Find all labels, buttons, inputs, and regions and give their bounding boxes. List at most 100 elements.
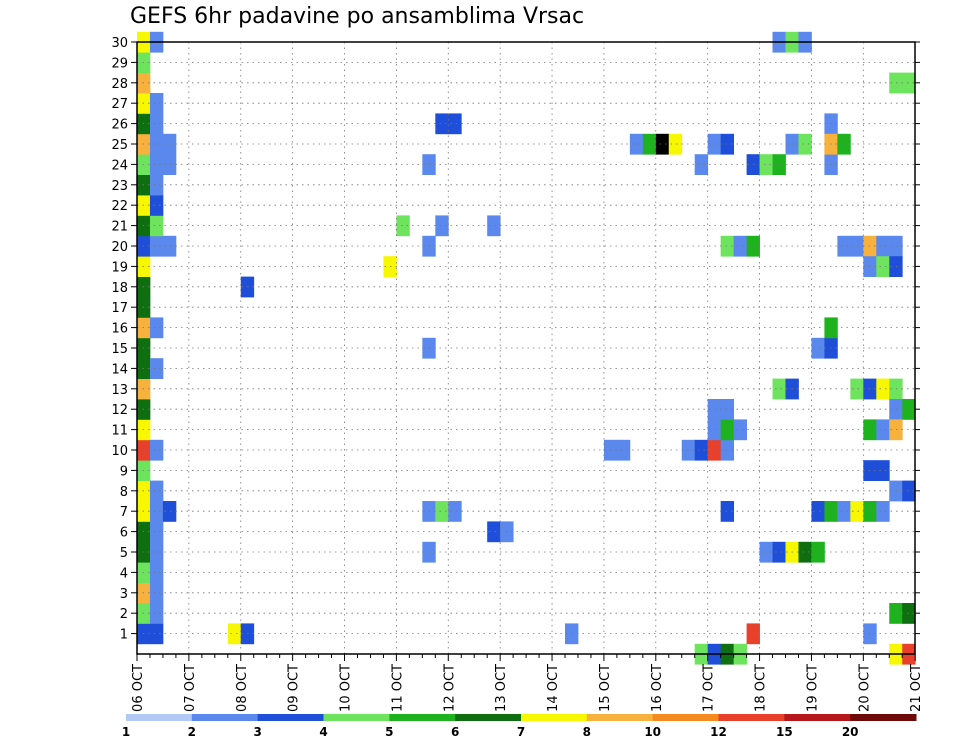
y-tick-label: 20 — [111, 240, 128, 255]
y-tick-label: 11 — [111, 424, 128, 439]
heatmap-cell — [863, 460, 877, 481]
heatmap-cell — [162, 501, 177, 522]
heatmap-cell — [629, 133, 644, 155]
heatmap-cell — [149, 113, 164, 135]
heatmap-cell — [876, 235, 890, 257]
y-tick-label: 22 — [111, 199, 128, 214]
legend-label: 12 — [710, 725, 727, 739]
y-tick-label: 12 — [111, 403, 128, 418]
heatmap-cell — [149, 215, 164, 237]
heatmap-cell — [448, 501, 462, 522]
heatmap-cell — [863, 378, 877, 400]
x-tick-label: 21 OCT — [909, 664, 924, 712]
y-tick-label: 1 — [120, 628, 128, 643]
heatmap-cell — [487, 215, 501, 237]
heatmap-cell — [149, 480, 164, 502]
heatmap-cell — [149, 154, 164, 175]
heatmap-cell — [889, 603, 903, 624]
heatmap-cell — [694, 154, 709, 175]
heatmap-cell — [149, 541, 164, 563]
heatmap-cell — [876, 378, 890, 400]
x-tick-label: 06 OCT — [131, 664, 146, 712]
legend-swatch — [652, 714, 719, 721]
x-tick-label: 17 OCT — [702, 664, 717, 712]
heatmap-cell — [902, 399, 916, 420]
heatmap-cell — [850, 378, 864, 400]
y-tick-label: 24 — [111, 158, 128, 173]
heatmap-cell — [798, 541, 812, 563]
legend-label: 20 — [842, 725, 859, 739]
legend-swatch — [191, 714, 259, 721]
heatmap-cell — [902, 72, 916, 94]
y-tick-label: 2 — [120, 607, 128, 622]
heatmap-cell — [863, 256, 877, 277]
y-axis: 1234567891011121314151617181920212223242… — [111, 36, 920, 643]
heatmap-cell — [863, 419, 877, 441]
heatmap-cell — [149, 439, 164, 461]
legend-swatch — [126, 714, 193, 721]
heatmap-cell — [694, 439, 709, 461]
heatmap-cell — [772, 154, 786, 175]
y-tick-label: 21 — [111, 220, 128, 235]
legend-label: 5 — [385, 725, 393, 739]
heatmap-cell — [798, 133, 812, 155]
legend-swatch — [257, 714, 324, 721]
x-tick-label: 12 OCT — [442, 664, 457, 712]
heatmap-cell — [149, 603, 164, 624]
x-tick-label: 10 OCT — [339, 664, 354, 712]
legend-swatch — [389, 714, 456, 721]
heatmap-cell — [149, 623, 164, 645]
heatmap-cell — [720, 399, 735, 420]
legend-label: 2 — [188, 725, 196, 739]
heatmap-cell — [707, 419, 722, 441]
heatmap-cell — [876, 501, 890, 522]
heatmap-cell — [889, 378, 903, 400]
heatmap-cell — [149, 501, 164, 522]
legend-label: 15 — [776, 725, 793, 739]
y-tick-label: 19 — [111, 260, 128, 275]
heatmap-cell — [720, 501, 735, 522]
x-tick-label: 14 OCT — [546, 664, 561, 712]
x-tick-label: 18 OCT — [754, 664, 769, 712]
heatmap-cell — [850, 501, 864, 522]
heatmap-cell — [889, 72, 903, 94]
heatmap-cell — [149, 133, 164, 155]
heatmap-cell — [227, 623, 242, 645]
x-tick-label: 19 OCT — [805, 664, 820, 712]
y-tick-label: 13 — [111, 383, 128, 398]
y-tick-label: 27 — [111, 97, 128, 112]
x-tick-label: 15 OCT — [598, 664, 613, 712]
y-tick-label: 7 — [120, 505, 128, 520]
y-tick-label: 29 — [111, 56, 128, 71]
heatmap-cell — [863, 235, 877, 257]
heatmap-cell — [435, 501, 449, 522]
heatmap-cell — [889, 399, 903, 420]
heatmap-cell — [837, 235, 851, 257]
heatmap-cell — [149, 317, 164, 339]
heatmap-cell — [720, 235, 735, 257]
heatmap-cell — [811, 541, 825, 563]
heatmap-cell — [435, 113, 449, 135]
x-tick-label: 07 OCT — [183, 664, 198, 712]
heatmap-cell — [655, 133, 670, 155]
heatmap-cell — [902, 603, 916, 624]
y-tick-label: 14 — [111, 362, 128, 377]
legend-label: 6 — [451, 725, 459, 739]
heatmap-cell — [759, 541, 773, 563]
heatmap-cell — [889, 480, 903, 502]
y-tick-label: 18 — [111, 281, 128, 296]
heatmap-cell — [772, 378, 786, 400]
legend-label: 8 — [583, 725, 591, 739]
heatmap-cell — [811, 501, 825, 522]
y-tick-label: 4 — [120, 566, 128, 581]
legend-label: 4 — [319, 725, 327, 739]
heatmap-cell — [876, 419, 890, 441]
legend-swatch — [718, 714, 785, 721]
y-tick-label: 17 — [111, 301, 128, 316]
heatmap-cell — [759, 154, 773, 175]
heatmap-cell — [616, 439, 631, 461]
x-tick-label: 09 OCT — [287, 664, 302, 712]
x-tick-label: 20 OCT — [857, 664, 872, 712]
heatmap-cell — [707, 133, 722, 155]
